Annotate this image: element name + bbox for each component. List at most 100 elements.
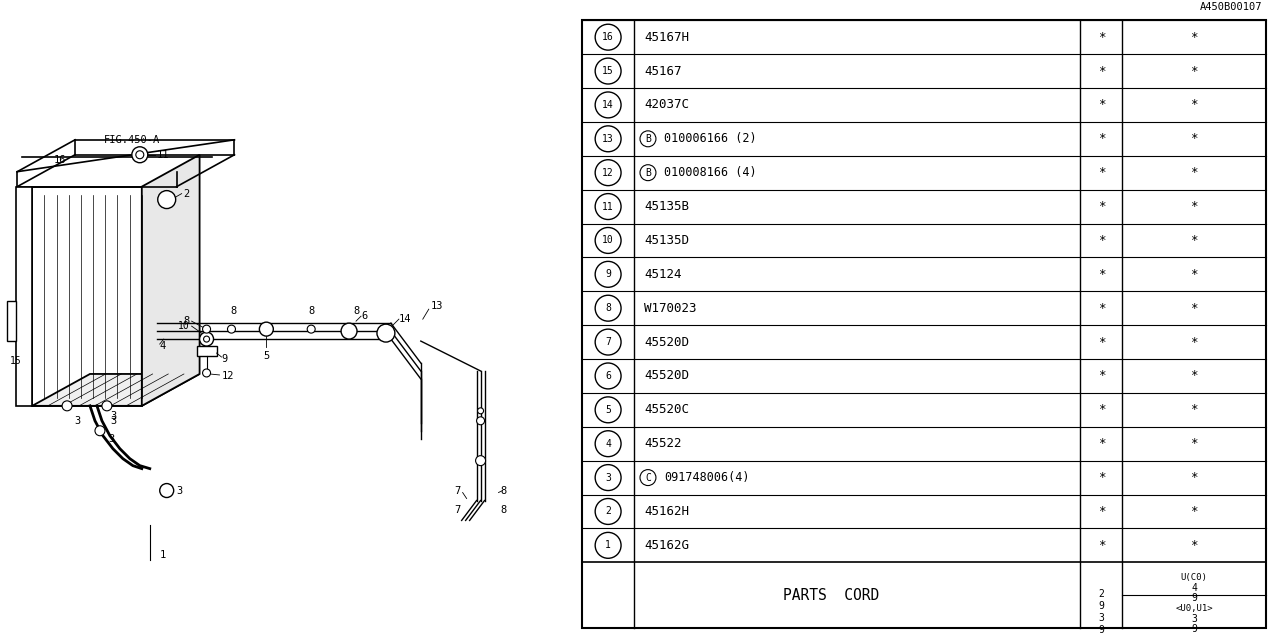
Polygon shape	[197, 346, 216, 356]
Text: 8: 8	[230, 306, 237, 316]
Text: *: *	[1097, 471, 1105, 484]
Text: 3: 3	[1192, 614, 1197, 624]
Text: <U0,U1>: <U0,U1>	[1175, 604, 1213, 613]
Text: *: *	[1097, 166, 1105, 179]
Polygon shape	[32, 374, 200, 406]
Circle shape	[595, 295, 621, 321]
Text: *: *	[1097, 335, 1105, 349]
Text: 14: 14	[602, 100, 614, 110]
Text: 8: 8	[183, 316, 189, 326]
Text: 13: 13	[431, 301, 443, 311]
Text: *: *	[1097, 437, 1105, 450]
Text: W170023: W170023	[644, 301, 696, 315]
Text: 45520D: 45520D	[644, 335, 689, 349]
Text: 15: 15	[10, 356, 22, 366]
Text: 010006166 (2): 010006166 (2)	[664, 132, 756, 145]
Circle shape	[347, 325, 355, 333]
Text: 1: 1	[605, 540, 611, 550]
Text: 2: 2	[183, 189, 189, 198]
Text: 10: 10	[602, 236, 614, 246]
Text: 16: 16	[54, 155, 67, 164]
Text: *: *	[1097, 65, 1105, 77]
Text: *: *	[1190, 301, 1198, 315]
Circle shape	[307, 325, 315, 333]
Text: 14: 14	[399, 314, 411, 324]
Circle shape	[640, 470, 655, 486]
Circle shape	[477, 408, 484, 414]
Text: 3: 3	[605, 472, 611, 483]
Text: B: B	[645, 168, 652, 178]
Circle shape	[595, 499, 621, 524]
Circle shape	[102, 401, 111, 411]
Text: *: *	[1190, 437, 1198, 450]
Circle shape	[228, 325, 236, 333]
Text: *: *	[1190, 132, 1198, 145]
Text: *: *	[1097, 234, 1105, 247]
Text: *: *	[1190, 31, 1198, 44]
Circle shape	[200, 332, 214, 346]
Text: 3: 3	[111, 411, 116, 421]
Text: 010008166 (4): 010008166 (4)	[664, 166, 756, 179]
Text: *: *	[1190, 166, 1198, 179]
Text: 9: 9	[221, 354, 228, 364]
Text: 45135D: 45135D	[644, 234, 689, 247]
Polygon shape	[582, 20, 1266, 628]
Text: 45520D: 45520D	[644, 369, 689, 383]
Text: 3: 3	[74, 416, 81, 426]
Text: *: *	[1097, 99, 1105, 111]
Text: PARTS  CORD: PARTS CORD	[783, 588, 879, 603]
Circle shape	[595, 160, 621, 186]
Circle shape	[595, 363, 621, 389]
Text: 8: 8	[308, 306, 315, 316]
Text: *: *	[1190, 471, 1198, 484]
Circle shape	[595, 194, 621, 220]
Text: 9: 9	[1192, 593, 1197, 603]
Circle shape	[95, 426, 105, 436]
Circle shape	[595, 24, 621, 50]
Text: 9: 9	[605, 269, 611, 279]
Text: 45520C: 45520C	[644, 403, 689, 417]
Circle shape	[476, 456, 485, 466]
Circle shape	[595, 465, 621, 490]
Circle shape	[63, 401, 72, 411]
Circle shape	[595, 431, 621, 457]
Text: 16: 16	[602, 32, 614, 42]
Text: 45522: 45522	[644, 437, 681, 450]
Text: A450B00107: A450B00107	[1201, 3, 1263, 12]
Text: 3: 3	[177, 486, 183, 495]
Text: *: *	[1097, 301, 1105, 315]
Text: *: *	[1190, 335, 1198, 349]
Circle shape	[595, 329, 621, 355]
Circle shape	[595, 126, 621, 152]
Text: 45167H: 45167H	[644, 31, 689, 44]
Text: *: *	[1097, 200, 1105, 213]
Text: 2: 2	[1098, 589, 1105, 599]
Text: 6: 6	[361, 311, 367, 321]
Text: 9: 9	[1098, 601, 1105, 611]
Text: B: B	[645, 134, 652, 144]
Text: *: *	[1190, 403, 1198, 417]
Circle shape	[595, 261, 621, 287]
Text: 9: 9	[1192, 624, 1197, 634]
Text: 8: 8	[605, 303, 611, 313]
Text: *: *	[1190, 200, 1198, 213]
Circle shape	[157, 191, 175, 209]
Circle shape	[595, 227, 621, 253]
Text: 3: 3	[111, 416, 116, 426]
Text: 5: 5	[605, 405, 611, 415]
Text: 8: 8	[500, 486, 507, 495]
Text: 15: 15	[602, 66, 614, 76]
Text: 5: 5	[264, 351, 270, 361]
Circle shape	[640, 131, 655, 147]
Polygon shape	[8, 301, 17, 341]
Text: *: *	[1190, 268, 1198, 281]
Text: 7: 7	[605, 337, 611, 347]
Text: *: *	[1097, 539, 1105, 552]
Polygon shape	[17, 187, 32, 406]
Text: *: *	[1097, 132, 1105, 145]
Text: *: *	[1097, 369, 1105, 383]
Text: 45167: 45167	[644, 65, 681, 77]
Polygon shape	[142, 155, 200, 406]
Circle shape	[204, 336, 210, 342]
Circle shape	[640, 164, 655, 180]
